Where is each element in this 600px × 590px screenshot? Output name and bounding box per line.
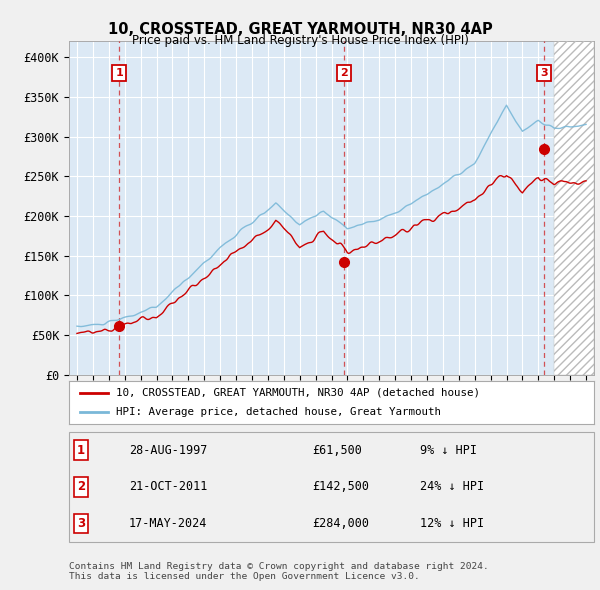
Text: 12% ↓ HPI: 12% ↓ HPI [420,517,484,530]
Text: This data is licensed under the Open Government Licence v3.0.: This data is licensed under the Open Gov… [69,572,420,581]
Text: 9% ↓ HPI: 9% ↓ HPI [420,444,477,457]
Text: 24% ↓ HPI: 24% ↓ HPI [420,480,484,493]
Text: 10, CROSSTEAD, GREAT YARMOUTH, NR30 4AP: 10, CROSSTEAD, GREAT YARMOUTH, NR30 4AP [107,22,493,37]
Text: 2: 2 [340,68,348,78]
Bar [554,41,594,375]
Text: 3: 3 [77,517,85,530]
Bar [554,41,594,375]
Text: £61,500: £61,500 [312,444,362,457]
Text: £142,500: £142,500 [312,480,369,493]
Text: Price paid vs. HM Land Registry's House Price Index (HPI): Price paid vs. HM Land Registry's House … [131,34,469,47]
Text: 1: 1 [77,444,85,457]
Text: Contains HM Land Registry data © Crown copyright and database right 2024.: Contains HM Land Registry data © Crown c… [69,562,489,571]
Text: 28-AUG-1997: 28-AUG-1997 [129,444,208,457]
Text: £284,000: £284,000 [312,517,369,530]
Text: 10, CROSSTEAD, GREAT YARMOUTH, NR30 4AP (detached house): 10, CROSSTEAD, GREAT YARMOUTH, NR30 4AP … [116,388,480,398]
Text: 2: 2 [77,480,85,493]
Text: 1: 1 [115,68,123,78]
Text: 3: 3 [541,68,548,78]
Text: 21-OCT-2011: 21-OCT-2011 [129,480,208,493]
Text: HPI: Average price, detached house, Great Yarmouth: HPI: Average price, detached house, Grea… [116,407,441,417]
Text: 17-MAY-2024: 17-MAY-2024 [129,517,208,530]
